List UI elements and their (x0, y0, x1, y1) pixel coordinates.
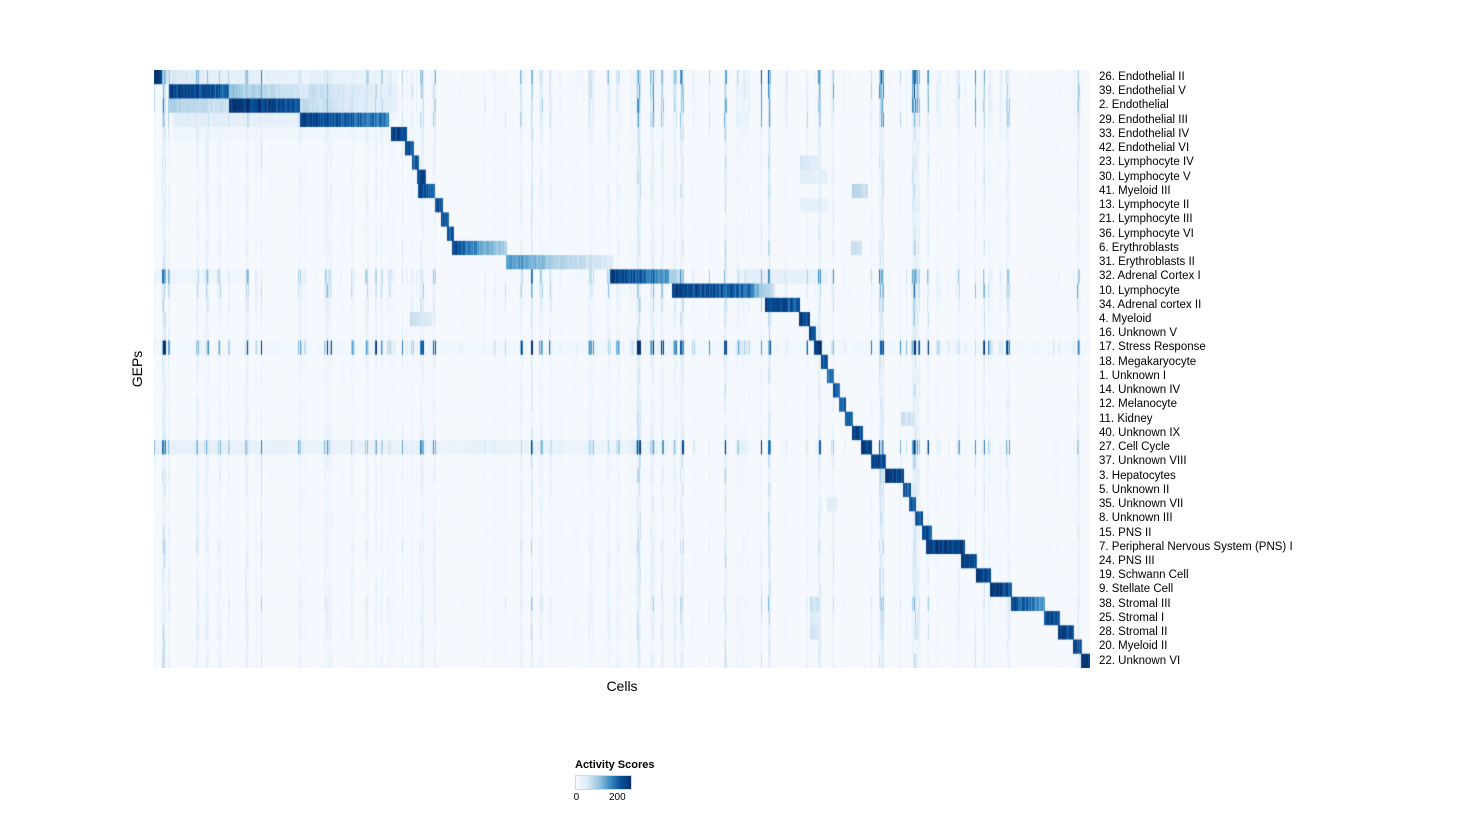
row-label: 34. Adrenal cortex II (1099, 298, 1202, 311)
row-label: 5. Unknown II (1099, 483, 1170, 496)
row-label: 40. Unknown IX (1099, 426, 1181, 439)
row-label: 29. Endothelial III (1099, 113, 1188, 126)
row-label: 27. Cell Cycle (1099, 441, 1170, 454)
row-label: 11. Kidney (1099, 412, 1153, 425)
row-label: 12. Melanocyte (1099, 398, 1177, 411)
row-label: 31. Erythroblasts II (1099, 256, 1195, 269)
row-label: 3. Hepatocytes (1099, 469, 1176, 482)
row-label: 25. Stromal I (1099, 611, 1165, 624)
row-label: 37. Unknown VIII (1099, 455, 1187, 468)
row-label: 6. Erythroblasts (1099, 241, 1179, 254)
x-axis-label: Cells (606, 678, 638, 694)
row-label: 13. Lymphocyte II (1099, 199, 1190, 212)
legend-tick-min: 0 (573, 792, 580, 803)
row-label: 17. Stress Response (1099, 341, 1206, 354)
row-label: 41. Myeloid III (1099, 184, 1171, 197)
row-labels: 26. Endothelial II 39. Endothelial V 2. En… (1099, 70, 1293, 668)
y-axis-label: GEPs (129, 350, 145, 388)
row-label: 36. Lymphocyte VI (1099, 227, 1194, 240)
row-label: 2. Endothelial (1099, 99, 1169, 112)
legend-ticks: 0 200 (573, 792, 630, 805)
row-label: 22. Unknown VI (1099, 654, 1181, 667)
row-label: 24. PNS III (1099, 554, 1155, 567)
row-label: 32. Adrenal Cortex I (1099, 270, 1201, 283)
row-label: 42. Endothelial VI (1099, 142, 1190, 155)
legend-title: Activity Scores (575, 759, 655, 771)
row-label: 10. Lymphocyte (1099, 284, 1180, 297)
row-label: 18. Megakaryocyte (1099, 355, 1197, 368)
row-label: 26. Endothelial II (1099, 71, 1185, 83)
row-label: 21. Lymphocyte III (1099, 213, 1193, 226)
row-label: 35. Unknown VII (1099, 498, 1184, 511)
legend-tick-max: 200 (609, 792, 626, 803)
row-label: 9. Stellate Cell (1099, 583, 1174, 596)
legend-colorbar (575, 775, 632, 790)
row-label: 4. Myeloid (1099, 312, 1152, 325)
row-label: 1. Unknown I (1099, 369, 1167, 382)
row-label: 30. Lymphocyte V (1099, 170, 1191, 183)
row-label: 7. Peripheral Nervous System (PNS) I (1099, 540, 1293, 553)
row-label: 23. Lymphocyte IV (1099, 156, 1194, 169)
row-label: 33. Endothelial IV (1099, 127, 1190, 140)
row-label: 28. Stromal II (1099, 626, 1168, 639)
legend: Activity Scores 0 200 (573, 759, 735, 805)
heatmap-canvas (154, 70, 1090, 668)
row-label: 15. PNS II (1099, 526, 1152, 539)
row-label: 16. Unknown V (1099, 327, 1177, 340)
row-label: 38. Stromal III (1099, 597, 1171, 610)
row-label: 14. Unknown IV (1099, 384, 1181, 397)
row-label: 8. Unknown III (1099, 512, 1173, 525)
row-label: 39. Endothelial V (1099, 85, 1186, 98)
row-label: 19. Schwann Cell (1099, 569, 1189, 582)
row-label: 20. Myeloid II (1099, 640, 1168, 653)
